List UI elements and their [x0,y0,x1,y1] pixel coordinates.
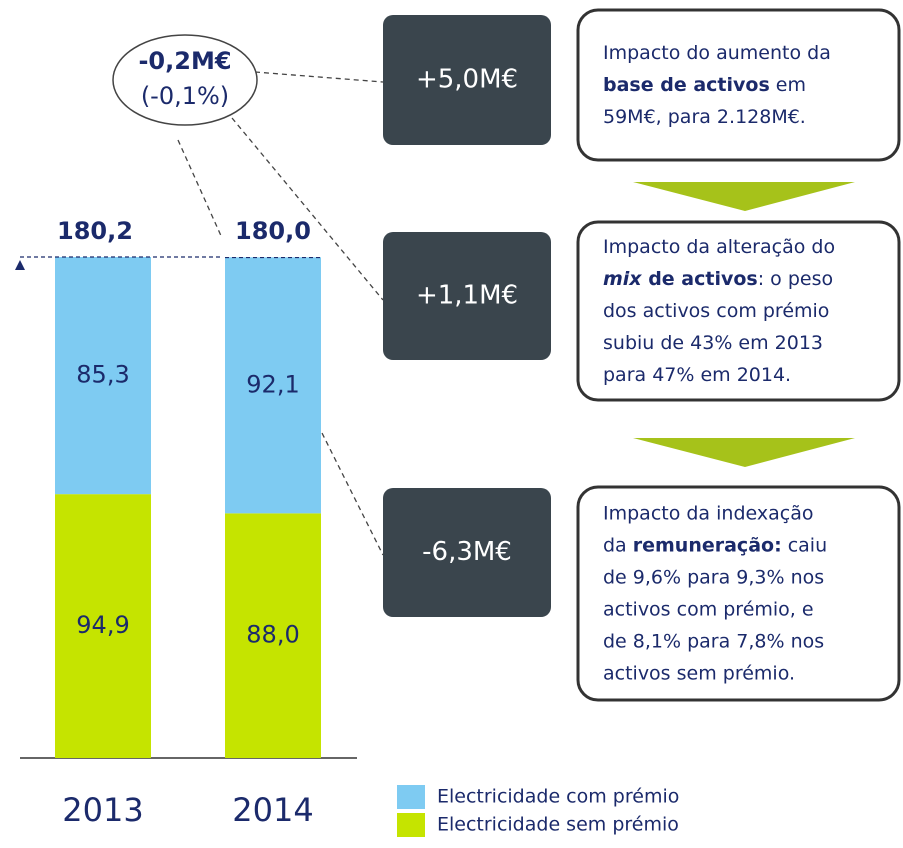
flow-arrow [633,182,855,211]
delta-box [383,488,551,617]
change-amount: -0,2M€ [138,47,231,75]
legend-swatch [397,785,425,809]
note-box [576,8,901,162]
x-tick-label: 2014 [232,791,313,829]
note-box [576,220,901,402]
total-label: 180,2 [57,217,133,245]
note-line: base de activos em [603,74,806,96]
note-run: de 8,1% para 7,8% nos [603,630,824,652]
note-run: remuneração: [633,534,782,556]
note-line: 59M€, para 2.128M€. [603,106,806,128]
note-run: activos sem prémio. [603,662,795,684]
note-line: da remuneração: caiu [603,534,827,556]
note-line: de 9,6% para 9,3% nos [603,566,824,588]
note-run: activos com prémio, e [603,598,814,620]
note-line: activos sem prémio. [603,662,795,684]
note-run: mix [603,268,642,290]
note-line: mix de activos: o peso [603,268,833,290]
note-run: dos activos com prémio [603,300,829,322]
note-line: Impacto da alteração do [603,236,835,258]
legend-label: Electricidade sem prémio [437,814,679,836]
arrow-head [15,260,25,270]
legend-label: Electricidade com prémio [437,786,679,808]
delta-box [383,15,551,145]
note-run: base de activos [603,74,770,96]
note-run: Impacto da indexação [603,502,813,524]
note-run: caiu [782,534,827,556]
note-line: de 8,1% para 7,8% nos [603,630,824,652]
total-label: 180,0 [235,217,311,245]
connector [177,139,223,239]
note-line: subiu de 43% em 2013 [603,332,823,354]
note-line: Impacto do aumento da [603,42,831,64]
note-run: de 9,6% para 9,3% nos [603,566,824,588]
connector [231,117,384,301]
legend-swatch [397,813,425,837]
note-run: subiu de 43% em 2013 [603,332,823,354]
note-box [576,485,901,702]
note-line: Impacto da indexação [603,502,813,524]
note-run: Impacto da alteração do [603,236,835,258]
delta-label: +5,0M€ [416,65,518,95]
note-run: : o peso [758,268,833,290]
bar-segment [225,513,321,758]
data-label: 85,3 [76,361,129,389]
connectors [177,71,384,556]
delta-label: -6,3M€ [422,537,512,567]
note-run: da [603,534,633,556]
note-line: para 47% em 2014. [603,364,791,386]
note-line: activos com prémio, e [603,598,814,620]
note-line: dos activos com prémio [603,300,829,322]
bar-segment [55,494,151,758]
data-label: 92,1 [246,370,299,398]
flow-arrow [633,438,855,467]
data-label: 88,0 [246,621,299,649]
connector [317,424,384,556]
data-label: 94,9 [76,611,129,639]
delta-box [383,232,551,360]
delta-label: +1,1M€ [416,281,518,311]
note-run: 59M€, para 2.128M€. [603,106,806,128]
x-tick-label: 2013 [62,791,143,829]
note-run: Impacto do aumento da [603,42,831,64]
note-run: para 47% em 2014. [603,364,791,386]
change-percent: (-0,1%) [141,82,229,110]
bar-segment [225,257,321,514]
note-run: de activos [642,268,758,290]
note-run: em [770,74,806,96]
change-ellipse [112,34,258,126]
connector [254,71,384,83]
bar-segment [55,257,151,495]
